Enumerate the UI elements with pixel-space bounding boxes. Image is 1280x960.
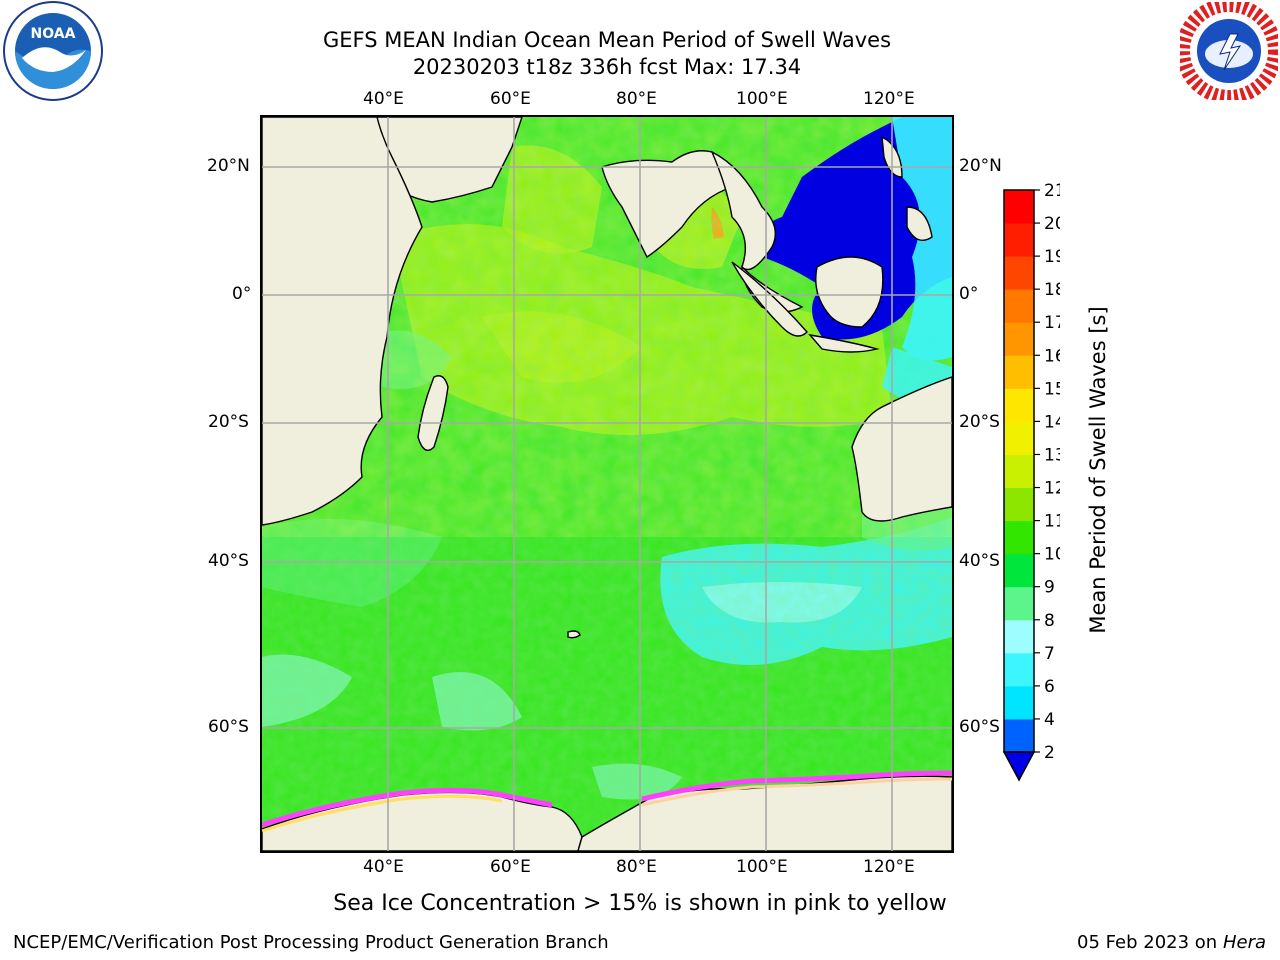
colorbar-segment	[1004, 685, 1034, 720]
bottom-lon-label-100e: 100°E	[736, 857, 788, 877]
colorbar-tick-label: 10	[1044, 545, 1060, 565]
top-lon-label-100e: 100°E	[736, 89, 788, 109]
footer-machine: Hera	[1222, 932, 1266, 953]
colorbar-segment	[1004, 652, 1034, 687]
colorbar-segment	[1004, 223, 1034, 257]
map-canvas	[262, 117, 952, 851]
right-lat-label-0: 0°	[959, 284, 979, 304]
sea-ice-edge-west	[262, 787, 553, 828]
top-lon-label-40e: 40°E	[363, 89, 404, 109]
colorbar-segment	[1004, 520, 1034, 555]
colorbar-tick-label: 20	[1044, 214, 1060, 234]
colorbar-tick-label: 9	[1044, 578, 1055, 598]
colorbar-tick-label: 21	[1044, 181, 1060, 201]
noaa-logo-text: NOAA	[31, 26, 76, 42]
left-lat-label-0: 0°	[232, 284, 252, 304]
top-lon-label-60e: 60°E	[490, 89, 531, 109]
left-lat-label-40s: 40°S	[208, 551, 249, 571]
top-lon-label-120e: 120°E	[863, 89, 915, 109]
colorbar-tick-label: 15	[1044, 379, 1060, 399]
colorbar-tick-label: 14	[1044, 412, 1060, 432]
colorbar-segment	[1004, 256, 1034, 290]
right-lat-label-20n: 20°N	[959, 156, 1002, 176]
colorbar-tick-label: 18	[1044, 280, 1060, 300]
colorbar-segment	[1004, 619, 1034, 654]
colorbar-tick-label: 7	[1044, 644, 1055, 664]
colorbar-extend-arrow	[1002, 751, 1036, 782]
colorbar-segment	[1004, 289, 1034, 323]
gridlines	[262, 117, 952, 851]
map-title-line1: GEFS MEAN Indian Ocean Mean Period of Sw…	[322, 28, 892, 52]
left-lat-label-20n: 20°N	[207, 156, 250, 176]
colorbar-segment	[1004, 355, 1034, 389]
colorbar-tick-label: 13	[1044, 445, 1060, 465]
bottom-lon-label-120e: 120°E	[863, 857, 915, 877]
bottom-lon-label-60e: 60°E	[490, 857, 531, 877]
footer-right-date: 05 Feb 2023 on Hera	[1077, 932, 1266, 954]
colorbar-tick-label: 12	[1044, 479, 1060, 499]
nws-logo	[1176, 0, 1280, 104]
colorbar-tick-label: 19	[1044, 247, 1060, 267]
colorbar-segment	[1004, 487, 1034, 522]
left-lat-label-20s: 20°S	[208, 412, 249, 432]
colorbar: 2 4 6 7 8 9 10 11 12 13 14 15 16 17 18 19 20 21	[990, 180, 1066, 790]
sea-ice-edge-east	[641, 770, 952, 802]
colorbar-label: Mean Period of Swell Waves [s]	[1086, 306, 1110, 634]
colorbar-tick-label: 2	[1044, 743, 1055, 763]
colorbar-frame	[1003, 189, 1035, 753]
colorbar-segment	[1004, 322, 1034, 356]
bottom-lon-label-40e: 40°E	[363, 857, 404, 877]
map-panel	[260, 115, 954, 853]
bottom-lon-label-80e: 80°E	[616, 857, 657, 877]
sea-ice-note: Sea Ice Concentration > 15% is shown in …	[333, 891, 947, 916]
colorbar-segment	[1004, 388, 1034, 422]
right-lat-label-60s: 60°S	[959, 717, 1000, 737]
top-lon-label-80e: 80°E	[616, 89, 657, 109]
colorbar-segment	[1004, 553, 1034, 588]
colorbar-segment	[1004, 421, 1034, 455]
colorbar-tick-label: 4	[1044, 710, 1055, 730]
colorbar-tick-label: 16	[1044, 346, 1060, 366]
colorbar-tick-label: 17	[1044, 313, 1060, 333]
colorbar-segment	[1004, 718, 1034, 753]
right-lat-label-20s: 20°S	[959, 412, 1000, 432]
colorbar-svg: 2 4 6 7 8 9 10 11 12 13 14 15 16 17 18 19 20 21	[1002, 181, 1066, 782]
noaa-logo: NOAA	[2, 0, 104, 102]
footer-left-credit: NCEP/EMC/Verification Post Processing Pr…	[13, 932, 609, 953]
colorbar-tick-label: 6	[1044, 677, 1055, 697]
right-lat-label-40s: 40°S	[959, 551, 1000, 571]
colorbar-segment	[1004, 586, 1034, 621]
colorbar-tick-label: 8	[1044, 611, 1055, 631]
left-lat-label-60s: 60°S	[208, 717, 249, 737]
colorbar-tick-label: 11	[1044, 512, 1060, 532]
footer-date: 05 Feb 2023 on	[1077, 932, 1218, 953]
colorbar-segment	[1004, 190, 1034, 224]
colorbar-segment	[1004, 454, 1034, 489]
map-title-line2: 20230203 t18z 336h fcst Max: 17.34	[412, 55, 802, 79]
